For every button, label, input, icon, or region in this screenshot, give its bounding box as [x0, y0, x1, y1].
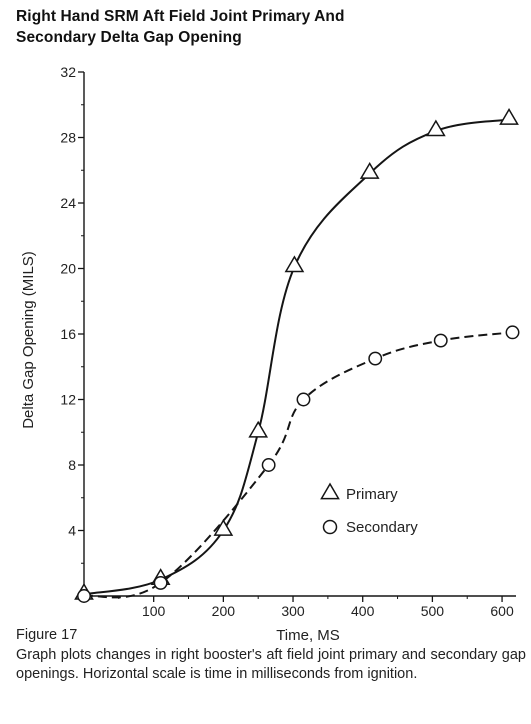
primary-point [426, 119, 446, 137]
legend-label-primary: Primary [346, 486, 398, 503]
primary-point [284, 255, 305, 273]
primary-point [499, 108, 519, 125]
y-tick-label: 12 [60, 392, 76, 408]
y-tick-label: 4 [68, 523, 76, 539]
primary-point [213, 519, 234, 536]
primary-point [248, 420, 269, 438]
secondary-point [433, 333, 448, 348]
y-tick-label: 8 [68, 457, 76, 473]
chart-labels: Time, MS Delta Gap Opening (MILS) [20, 251, 340, 644]
chart-title-line-2: Secondary Delta Gap Opening [16, 29, 242, 46]
legend-triangle-icon [320, 482, 340, 500]
series-line-secondary [83, 331, 513, 599]
y-tick-label: 24 [60, 195, 76, 211]
chart-curves [83, 118, 513, 599]
y-tick-label: 20 [60, 261, 76, 277]
y-tick-label: 32 [60, 64, 76, 80]
figure-description: Graph plots changes in right booster's a… [16, 647, 526, 682]
primary-point [359, 162, 380, 179]
x-tick-label: 400 [351, 603, 375, 619]
x-tick-label: 300 [281, 603, 305, 619]
x-tick-label: 500 [421, 603, 445, 619]
y-tick-label: 16 [60, 326, 76, 342]
secondary-point [296, 392, 311, 407]
x-axis-label: Time, MS [276, 627, 340, 644]
chart-legend: Primary Secondary [320, 482, 418, 536]
y-axis-label: Delta Gap Opening (MILS) [20, 251, 37, 429]
chart-title: Right Hand SRM Aft Field Joint Primary A… [16, 6, 516, 48]
x-tick-label: 100 [142, 603, 166, 619]
chart-title-line-1: Right Hand SRM Aft Field Joint Primary A… [16, 8, 345, 25]
x-tick-label: 200 [212, 603, 236, 619]
figure-number: Figure 17 [16, 627, 78, 643]
secondary-point [505, 325, 520, 340]
legend-circle-icon [322, 519, 338, 535]
chart-markers [74, 108, 520, 603]
secondary-point [153, 575, 168, 590]
y-tick-label: 28 [60, 130, 76, 146]
figure-caption: Figure 17 Graph plots changes in right b… [16, 626, 526, 684]
chart-axes: 4 8 12 16 20 24 28 32 100 200 300 400 500 600 [60, 64, 516, 619]
secondary-point [77, 589, 91, 603]
secondary-point [261, 458, 276, 472]
legend-label-secondary: Secondary [346, 519, 418, 536]
series-line-primary [83, 118, 510, 596]
x-tick-label: 600 [490, 603, 514, 619]
secondary-point [368, 351, 383, 366]
